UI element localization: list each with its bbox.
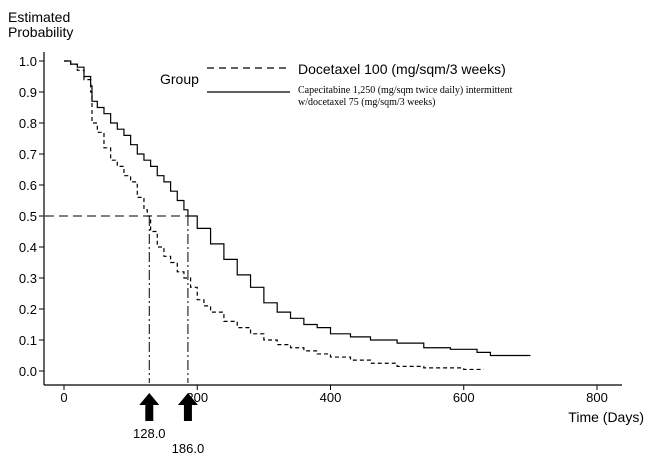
y-tick-label: 1.0 — [19, 54, 37, 69]
series-line-capecitabine — [64, 60, 531, 357]
series-line-docetaxel — [64, 60, 484, 371]
x-tick-label: 600 — [453, 390, 475, 405]
median-markers: 128.0 186.0 — [133, 216, 204, 456]
legend-label: Capecitabine 1,250 (mg/sqm twice daily) … — [298, 85, 513, 96]
legend: Group Docetaxel 100 (mg/sqm/3 weeks) Capec… — [160, 61, 513, 108]
y-tick-label: 0.1 — [19, 333, 37, 348]
survival-curves — [64, 60, 531, 371]
legend-title: Group — [160, 71, 199, 87]
y-tick-label: 0.5 — [19, 209, 37, 224]
y-axis-ticks: 0.0 0.1 0.2 0.3 0.4 0.5 0.6 0.7 0.8 0.9 1.0 — [19, 54, 44, 379]
median-label: 128.0 — [133, 426, 166, 441]
y-tick-label: 0.6 — [19, 178, 37, 193]
arrow-up-icon — [139, 393, 160, 421]
y-tick-label: 0.8 — [19, 116, 37, 131]
y-tick-label: 0.3 — [19, 271, 37, 286]
y-tick-label: 0.9 — [19, 85, 37, 100]
y-axis-label-line: Estimated — [8, 9, 70, 25]
y-axis-label-line: Probability — [8, 24, 73, 40]
arrow-up-icon — [177, 393, 198, 421]
y-tick-label: 0.0 — [19, 364, 37, 379]
legend-label: w/docetaxel 75 (mg/sqm/3 weeks) — [298, 97, 435, 108]
median-label: 186.0 — [172, 441, 205, 456]
x-axis-label: Time (Days) — [568, 409, 644, 425]
x-axis-ticks: 0 200 400 600 800 — [60, 385, 608, 405]
y-tick-label: 0.7 — [19, 147, 37, 162]
x-tick-label: 0 — [60, 390, 67, 405]
legend-label: Docetaxel 100 (mg/sqm/3 weeks) — [298, 61, 506, 77]
y-tick-label: 0.4 — [19, 240, 37, 255]
y-tick-label: 0.2 — [19, 302, 37, 317]
x-tick-label: 400 — [320, 390, 342, 405]
x-tick-label: 800 — [586, 390, 608, 405]
